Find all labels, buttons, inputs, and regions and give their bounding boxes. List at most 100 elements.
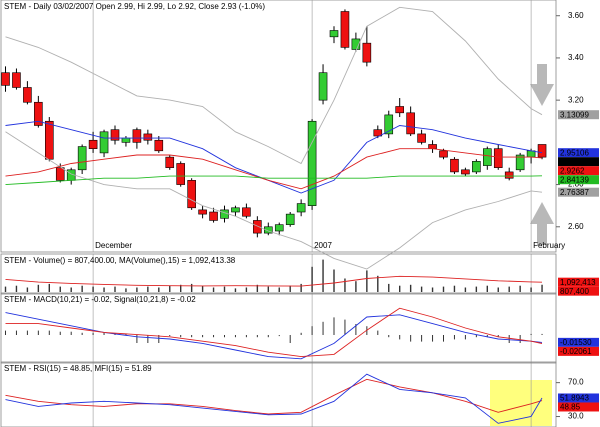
volume-bar: [37, 284, 40, 292]
volume-bar: [409, 284, 412, 292]
value-tag-label: -0.01530: [560, 338, 592, 347]
panel-title: STEM - Volume() = 807,400.00, MA(Volume(…: [4, 256, 236, 265]
candle-body: [242, 207, 251, 217]
y-tick-label: 3.40: [568, 53, 584, 62]
candle-body: [515, 154, 525, 171]
volume-bar: [147, 286, 149, 292]
volume-bar: [125, 288, 127, 292]
value-tag-label: 807,400: [560, 287, 589, 296]
candle-body: [209, 211, 218, 221]
candle-body: [231, 207, 240, 213]
candle-body: [384, 114, 394, 135]
volume-bar: [530, 287, 532, 292]
candle-body: [362, 42, 372, 63]
volume-bar: [442, 286, 445, 292]
candle-body: [110, 129, 120, 141]
x-tick-label: February: [533, 241, 565, 250]
candle-body: [44, 120, 54, 160]
value-tag-label: 2.76387: [560, 188, 589, 197]
candle-body: [428, 144, 437, 149]
value-tag-label: 2.84139: [560, 175, 589, 184]
candle-body: [198, 209, 207, 215]
down-arrow: [530, 64, 554, 106]
volume-bar: [322, 259, 324, 292]
candle-body: [77, 146, 87, 171]
candle-body: [121, 137, 131, 143]
panel-title: STEM - MACD(10,21) = -0.02, Signal(10,21…: [4, 295, 196, 304]
volume-bar: [70, 287, 72, 292]
candle-body: [176, 163, 185, 185]
candle-body: [187, 180, 196, 209]
candle-body: [340, 11, 350, 48]
value-tag: [558, 346, 599, 356]
volume-bar: [212, 287, 215, 292]
value-tag-label: 2.93: [560, 157, 576, 166]
volume-bar: [453, 285, 456, 292]
volume-bar: [497, 287, 499, 292]
candle-body: [274, 224, 284, 232]
candle-body: [132, 129, 142, 143]
panel-frame: [0, 292, 557, 364]
candle-body: [406, 112, 415, 135]
value-tag: [558, 166, 599, 176]
y-tick-label: 2.60: [568, 222, 584, 231]
indicator-line: [5, 120, 543, 194]
volume-bar: [114, 286, 116, 292]
y-tick-label: 70.0: [568, 378, 584, 387]
candle-body: [482, 148, 492, 166]
value-tag: [558, 148, 599, 158]
candle-body: [526, 150, 536, 158]
volume-bar: [388, 283, 390, 292]
candle-body: [23, 87, 32, 103]
candle-body: [307, 120, 317, 206]
candle-body: [55, 167, 65, 181]
value-tag: [558, 402, 599, 412]
volume-bar: [311, 266, 313, 292]
volume-bar: [190, 283, 193, 292]
volume-bar: [278, 287, 280, 292]
value-tag: [558, 157, 599, 167]
x-tick-label: December: [95, 241, 132, 250]
volume-bar: [245, 287, 248, 292]
candle-body: [373, 129, 383, 137]
panel-title: STEM - Daily 03/02/2007 Open 2.99, Hi 2.…: [4, 2, 265, 11]
value-tag-label: 48.85: [560, 403, 581, 412]
candle-body: [351, 38, 361, 50]
volume-bar: [333, 269, 335, 292]
value-tag-label: 2.95106: [560, 148, 589, 157]
candle-body: [439, 150, 448, 158]
candle-body: [154, 139, 164, 152]
volume-bar: [180, 284, 182, 292]
candle-body: [329, 30, 339, 38]
volume-bar: [158, 287, 160, 292]
value-tag: [558, 286, 599, 296]
volume-bar: [59, 286, 61, 292]
candle-body: [472, 161, 481, 173]
volume-bar: [486, 285, 488, 292]
value-tag-label: -0.02061: [560, 347, 592, 356]
volume-bar: [169, 285, 171, 292]
candle-body: [296, 203, 306, 213]
candle-body: [504, 171, 514, 179]
candle-body: [165, 156, 175, 168]
volume-bar: [399, 285, 401, 292]
volume-bar: [519, 285, 521, 292]
panel-frame: [0, 0, 557, 253]
volume-bar: [431, 287, 434, 292]
volume-bar: [420, 286, 423, 292]
volume-bar: [475, 286, 478, 292]
volume-bar: [355, 281, 357, 292]
volume-bar: [377, 275, 379, 292]
volume-bar: [464, 287, 467, 292]
candle-body: [417, 133, 426, 143]
volume-bar: [256, 284, 259, 292]
value-tag-label: 3.13099: [560, 110, 589, 119]
volume-bar: [103, 287, 105, 292]
volume-bar: [15, 285, 18, 292]
value-tag-label: 51.8943: [560, 394, 589, 403]
volume-bar: [267, 286, 269, 292]
panel-title: STEM - RSI(15) = 48.85, MFI(15) = 51.89: [4, 364, 152, 373]
volume-bar: [136, 287, 138, 292]
